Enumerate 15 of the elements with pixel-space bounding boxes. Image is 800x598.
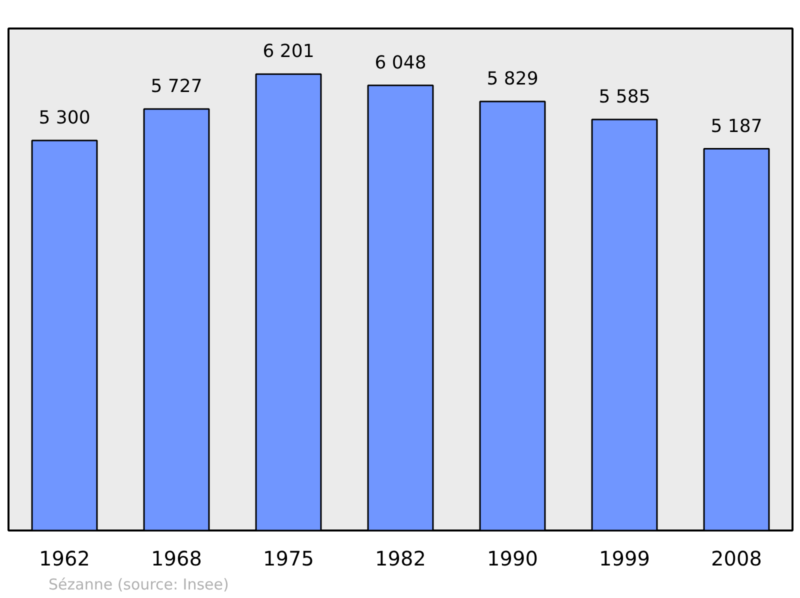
data-label: 5 727 [150, 76, 202, 98]
data-label: 5 187 [710, 116, 762, 137]
data-label: 5 829 [486, 68, 538, 90]
x-tick-label: 1982 [375, 546, 426, 570]
x-tick-label: 1999 [599, 546, 650, 570]
x-tick-label: 1962 [39, 546, 90, 570]
data-label: 5 585 [598, 86, 650, 108]
data-label: 5 300 [38, 107, 90, 128]
data-label: 6 201 [262, 41, 314, 62]
x-tick-label: 2008 [711, 546, 762, 570]
x-tick-label: 1990 [487, 546, 538, 570]
text: Sézanne (source: Insee) [48, 576, 229, 594]
x-tick-label: 1968 [151, 546, 202, 570]
data-label: 6 048 [374, 52, 426, 74]
x-tick-label: 1975 [263, 546, 314, 570]
